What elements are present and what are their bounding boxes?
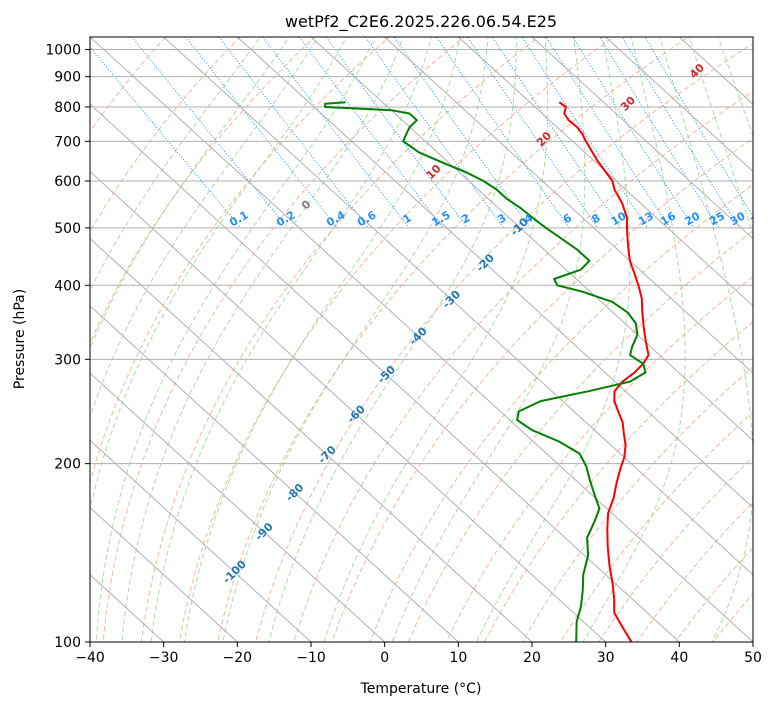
isotherm-line <box>310 37 753 441</box>
y-tick-label: 900 <box>54 70 81 86</box>
x-tick-label: −10 <box>296 650 326 666</box>
moist-adiabat <box>717 37 753 137</box>
moist-adiabat <box>323 37 548 642</box>
dry-adiabat <box>217 37 690 642</box>
isotherm-line <box>90 103 681 642</box>
moist-adiabat <box>90 37 319 419</box>
dry-adiabat <box>90 37 166 133</box>
isotherm-line <box>383 37 753 374</box>
grid-lines <box>90 37 753 642</box>
isotherm-line <box>90 305 460 642</box>
x-axis-label: Temperature (°C) <box>360 681 482 697</box>
y-tick-label: 800 <box>54 100 81 116</box>
y-tick-label: 200 <box>54 457 81 473</box>
dry-adiabat <box>331 137 753 642</box>
x-tick-label: 30 <box>597 650 615 666</box>
x-tick-label: 50 <box>744 650 762 666</box>
dry-adiabat <box>178 37 615 642</box>
dewpoint-profile-line <box>324 101 647 642</box>
moist-adiabat <box>121 37 404 642</box>
chart-title: wetPf2_C2E6.2025.226.06.54.E25 <box>285 12 557 32</box>
moist-adiabat <box>90 37 261 292</box>
mixing-ratio-label: 36 <box>748 209 768 228</box>
isotherm-line <box>90 170 607 642</box>
dry-adiabat <box>369 184 753 642</box>
y-tick-label: 400 <box>54 278 81 294</box>
y-tick-label: 700 <box>54 134 81 150</box>
moist-adiabat <box>476 37 631 642</box>
dry-adiabat <box>140 37 540 642</box>
moist-adiabat <box>268 37 517 642</box>
isotherm-line <box>90 37 753 642</box>
isotherm-line <box>90 439 312 642</box>
x-tick-label: 40 <box>670 650 688 666</box>
y-tick-label: 100 <box>54 635 81 651</box>
moist-adiabat <box>95 37 376 642</box>
isotherm-line <box>90 506 239 642</box>
moist-adiabat <box>150 37 432 642</box>
profile-lines <box>324 101 650 642</box>
isotherm-line <box>90 372 386 642</box>
y-axis-label: Pressure (hPa) <box>12 289 28 389</box>
plot-area: -100-90-80-70-60-50-40-30-20-100.1 0.2 0.4… <box>90 37 768 642</box>
x-axis: −40 −30 −20 −10 0 10 20 30 40 50 <box>75 642 762 666</box>
isotherm-line <box>236 37 753 509</box>
moist-adiabat <box>90 37 290 350</box>
isotherm-line <box>531 37 753 240</box>
y-tick-label: 500 <box>54 221 81 237</box>
y-tick-label: 600 <box>54 174 81 190</box>
y-tick-label: 300 <box>54 352 81 368</box>
moist-adiabat <box>582 37 686 642</box>
x-tick-label: −40 <box>75 650 105 666</box>
y-tick-label: 1000 <box>45 43 81 59</box>
y-axis: 100 200 300 400 500 600 700 800 900 1000 <box>45 43 90 651</box>
moist-adiabat <box>391 37 586 642</box>
dry-adiabat <box>407 230 753 642</box>
moist-adiabat <box>688 37 753 236</box>
moist-adiabat <box>183 37 461 642</box>
x-tick-label: −20 <box>223 650 253 666</box>
moist-adiabat <box>222 37 489 642</box>
isotherm-line <box>162 37 753 576</box>
x-tick-label: 0 <box>380 650 389 666</box>
dry-adiabat <box>445 275 753 642</box>
isotherm-line <box>457 37 753 307</box>
x-tick-label: 20 <box>523 650 541 666</box>
plot-frame <box>89 36 754 643</box>
temperature-profile-line <box>558 101 650 642</box>
dry-adiabat <box>522 366 753 642</box>
isotherm-line <box>604 37 753 173</box>
x-tick-label: −30 <box>149 650 179 666</box>
isotherm-line <box>90 237 533 642</box>
x-tick-label: 10 <box>449 650 467 666</box>
moist-adiabat <box>659 37 753 642</box>
